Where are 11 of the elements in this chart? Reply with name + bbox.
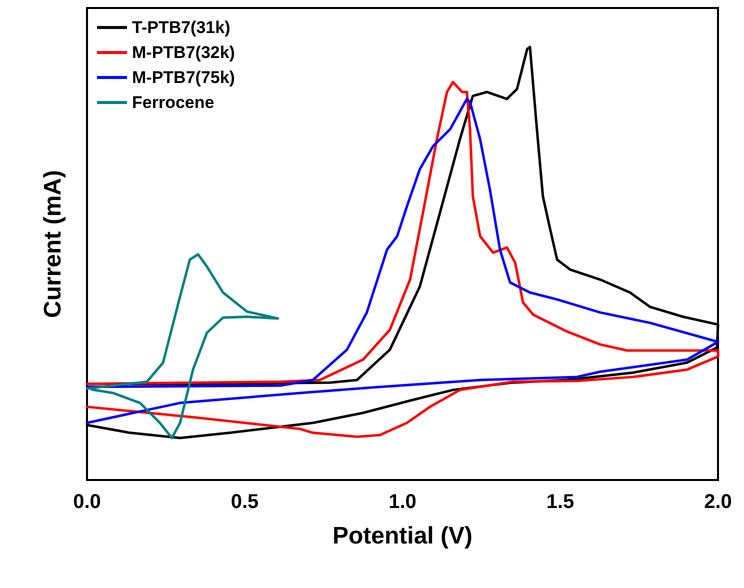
legend-label: Ferrocene: [132, 93, 214, 112]
x-tick-label: 0.0: [73, 491, 101, 513]
y-axis-title: Current (mA): [40, 170, 66, 318]
legend-label: T-PTB7(31k): [132, 18, 230, 37]
x-tick-label: 0.5: [230, 491, 259, 513]
legend-label: M-PTB7(75k): [132, 68, 235, 87]
x-axis-title: Potential (V): [332, 522, 473, 550]
x-tick-label: 1.0: [388, 491, 416, 513]
x-tick-label: 2.0: [704, 491, 732, 513]
x-tick-label: 1.5: [546, 491, 574, 513]
legend-label: M-PTB7(32k): [132, 43, 235, 62]
